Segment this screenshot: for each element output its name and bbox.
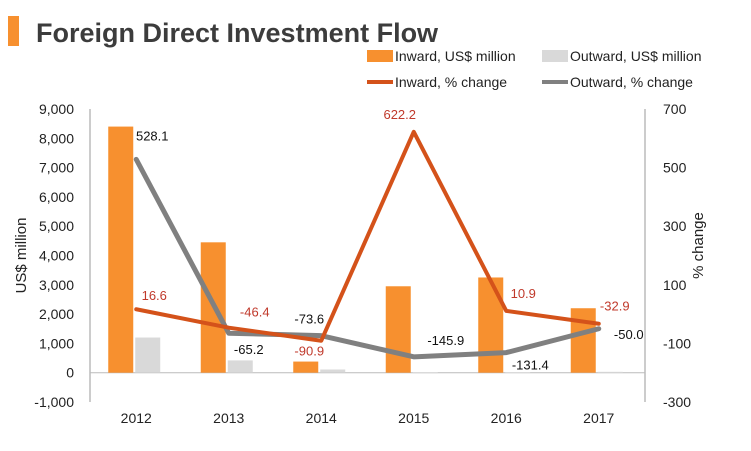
y-right-tick-label: -300 [663,394,691,410]
data-label-outward-change: -73.6 [294,312,324,327]
data-label-inward-change: -32.9 [600,299,630,314]
chart-title: Foreign Direct Investment Flow [36,18,439,48]
y-left-tick-label: 6,000 [39,189,74,205]
data-labels: 16.6 -46.4 -90.9 622.2 10.9 -32.9 528.1 -65.2 -7… [136,107,644,373]
x-tick-label: 2014 [306,410,337,426]
data-label-inward-change: 622.2 [383,107,416,122]
y-left-tick-label: 2,000 [39,306,74,322]
x-tick-label: 2013 [213,410,244,426]
legend-swatch [367,50,393,62]
legend: Inward, US$ million Outward, US$ million I… [367,48,702,90]
y-left-tick-label: 3,000 [39,277,74,293]
lines [133,129,602,360]
data-label-outward-change: -50.0 [614,327,644,342]
y-left-tick-label: 1,000 [39,335,74,351]
y-left-tick-label: 9,000 [39,101,74,117]
y-left-tick-label: 8,000 [39,130,74,146]
y-left-tick-label: 0 [66,365,74,381]
y-right-tick-label: 500 [663,160,687,176]
bar-outward [505,372,531,374]
bar-inward [293,361,319,373]
legend-label: Outward, % change [570,74,693,90]
legend-label: Inward, US$ million [395,48,516,64]
line-outward-change [133,156,602,360]
data-label-outward-change: -65.2 [234,342,264,357]
bar-inward [570,308,596,373]
y-left-tick-label: 4,000 [39,248,74,264]
x-tick-label: 2015 [398,410,429,426]
y-right-tick-label: 700 [663,101,687,117]
line-inward-change [134,129,601,343]
data-label-outward-change: -145.9 [427,333,464,348]
title-accent-bar [8,16,19,46]
axes: -1,000 0 1,000 2,000 3,000 4,000 5,000 6,000 7,0… [13,101,707,426]
y-left-tick-label: -1,000 [34,394,74,410]
bar-outward [412,372,438,374]
y-right-tick-label: -100 [663,335,691,351]
legend-swatch [542,50,568,62]
y-left-tick-label: 5,000 [39,218,74,234]
bar-outward [597,371,623,373]
bar-inward [385,286,411,373]
bar-inward [108,126,134,373]
data-label-outward-change: 528.1 [136,128,169,143]
data-label-inward-change: -90.9 [294,344,324,359]
data-label-inward-change: -46.4 [240,305,270,320]
x-tick-label: 2017 [583,410,614,426]
y-right-axis-title: % change [690,212,707,279]
bar-inward [478,277,504,373]
bar-outward [227,360,253,373]
data-label-inward-change: 16.6 [142,288,167,303]
y-left-tick-label: 7,000 [39,160,74,176]
y-right-tick-label: 100 [663,277,687,293]
x-tick-label: 2012 [121,410,152,426]
legend-label: Inward, % change [395,74,507,90]
y-right-tick-label: 300 [663,218,687,234]
x-tick-label: 2016 [491,410,522,426]
data-label-inward-change: 10.9 [511,286,536,301]
legend-label: Outward, US$ million [570,48,702,64]
bar-outward [320,369,346,373]
bars [108,126,623,374]
y-left-axis-title: US$ million [13,218,30,294]
bar-outward [135,337,161,373]
data-label-outward-change: -131.4 [512,358,549,373]
